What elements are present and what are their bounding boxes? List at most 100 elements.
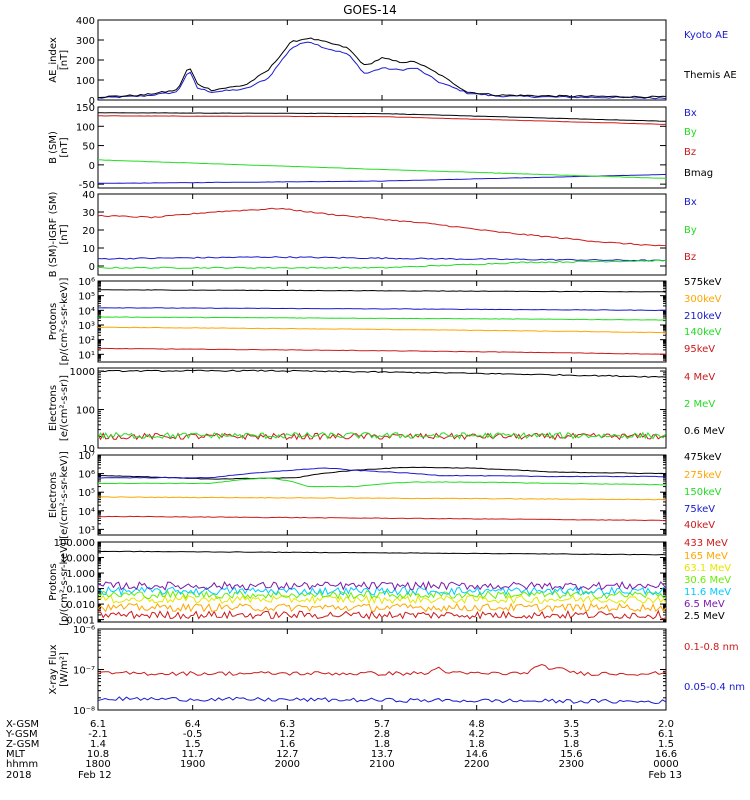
y-axis-label: AE_index	[48, 37, 59, 83]
series-line-by	[98, 259, 666, 269]
x-axis-value: 6.1	[90, 719, 106, 730]
x-axis-value: Feb 13	[648, 770, 682, 781]
legend-entry: 2 MeV	[684, 399, 715, 410]
legend-entry: 40keV	[684, 520, 715, 531]
y-tick-label: 10	[82, 244, 95, 255]
y-tick-label: 150	[76, 103, 95, 114]
panel-1: 0 100 200 300 400 AE_index [nT] Kyoto AE Themis …	[48, 16, 737, 107]
y-axis-label: [nT]	[59, 224, 70, 244]
legend-entry: Bz	[684, 252, 696, 263]
y-tick-label: 10⁴	[78, 507, 95, 518]
series-line-bz	[98, 115, 666, 125]
panel-frame	[97, 193, 667, 276]
x-axis-row-label: X-GSM	[6, 719, 39, 730]
y-tick-label: 0	[89, 161, 95, 172]
x-axis-value: 6.3	[279, 719, 295, 730]
x-axis-value: 1.5	[658, 739, 674, 750]
x-axis-value: 2300	[559, 759, 584, 770]
panel-6: 10³ 10⁴ 10⁵ 10⁶ 10⁷ Electrons [e/(cm²-s-sr-keV…	[48, 451, 722, 539]
legend-entry: 210keV	[684, 311, 722, 322]
panel-frame	[97, 280, 667, 363]
series-line-kyoto-ae	[98, 41, 666, 100]
x-axis-value: 2000	[275, 759, 300, 770]
x-axis-value: 16.6	[655, 749, 677, 760]
legend-entry: 11.6 MeV	[684, 587, 731, 598]
y-tick-label: 10⁶	[78, 470, 95, 481]
legend-entry: 165 MeV	[684, 551, 728, 562]
legend-entry: 75keV	[684, 504, 715, 515]
y-tick-label: 10⁻⁷	[73, 666, 95, 677]
legend-entry: 6.5 MeV	[684, 599, 725, 610]
y-tick-label: 300	[76, 36, 95, 47]
series-line-bx	[98, 256, 666, 262]
y-tick-label: 0.010	[66, 600, 95, 611]
y-tick-label: 100.000	[54, 538, 95, 549]
x-axis-value: 5.7	[374, 719, 390, 730]
y-tick-label: 20	[82, 226, 95, 237]
x-axis-value: 12.7	[276, 749, 298, 760]
y-tick-label: 100	[76, 76, 95, 87]
x-axis-row-label: Y-GSM	[5, 729, 38, 740]
legend-entry: Bx	[684, 108, 697, 119]
x-axis-row-label: 2018	[6, 770, 31, 781]
legend-entry: 95keV	[684, 344, 715, 355]
legend-entry: 575keV	[684, 277, 722, 288]
x-axis-row-label: hhmm	[6, 759, 38, 770]
panel-frame	[97, 628, 667, 711]
series-line-140kev	[98, 316, 666, 321]
panel-frame	[97, 454, 667, 536]
x-axis-table: X-GSM 6.1 6.4 6.3 5.7 4.8 3.5 2.0Y-GSM -2.1 -0.5 1…	[5, 719, 682, 781]
series-line-2-mev	[98, 431, 666, 440]
y-tick-label: 10⁵	[78, 292, 95, 303]
panel-2: -50 0 50 100 150 B (SM) [nT] Bx By Bz Bmag	[48, 103, 713, 191]
series-line-0-6-mev	[98, 369, 666, 378]
x-axis-value: 3.5	[563, 719, 579, 730]
x-axis-value: 5.3	[563, 729, 579, 740]
legend-entry: 475keV	[684, 452, 722, 463]
series-line-by	[98, 159, 666, 179]
series-line-0-05-0-4-nm	[98, 696, 666, 705]
y-tick-label: 10	[82, 444, 95, 455]
x-axis-value: 1.2	[279, 729, 295, 740]
series-line-bz	[98, 207, 666, 247]
legend-entry: 30.6 MeV	[684, 575, 731, 586]
y-tick-label: 10⁵	[78, 488, 95, 499]
legend-entry: 4 MeV	[684, 372, 715, 383]
y-tick-label: 10⁷	[78, 451, 95, 462]
y-tick-label: 100	[76, 406, 95, 417]
y-axis-label: [nT]	[59, 50, 70, 70]
panel-7: 0.001 0.010 0.100 1.000 10.000 100.000 Protons…	[48, 538, 731, 627]
y-tick-label: 400	[76, 16, 95, 27]
y-axis-label: [W/m²]	[59, 652, 70, 687]
x-axis-value: 1.8	[469, 739, 485, 750]
series-line-63-1-mev	[98, 594, 666, 605]
y-tick-label: 100	[76, 122, 95, 133]
series-line-6-5-mev	[98, 580, 666, 591]
x-axis-value: 1.6	[279, 739, 295, 750]
panel-8: 10⁻⁸ 10⁻⁷ 10⁻⁶ X-ray Flux [W/m²] 0.1-0.8 nm 0.…	[48, 625, 745, 717]
x-axis-value: 1800	[85, 759, 110, 770]
panel-4: 10¹ 10² 10³ 10⁴ 10⁵ 10⁶ Protons [p/(cm²-s-sr-ke…	[48, 277, 722, 365]
y-axis-label: [e/(cm²-s-sr)]	[59, 375, 70, 441]
y-tick-label: 1.000	[66, 569, 95, 580]
y-tick-label: 0	[89, 96, 95, 107]
x-axis-value: 1.5	[185, 739, 201, 750]
legend-entry: 63.1 MeV	[684, 563, 731, 574]
x-axis-value: 2.8	[374, 729, 390, 740]
x-axis-value: 1.8	[563, 739, 579, 750]
legend-entry: 300keV	[684, 294, 722, 305]
y-tick-label: 10¹	[78, 350, 95, 361]
series-line-bmag	[98, 112, 666, 122]
y-axis-label: X-ray Flux	[48, 644, 59, 694]
series-line-themis-ae	[98, 37, 666, 99]
legend-entry: 0.05-0.4 nm	[684, 682, 745, 693]
legend-entry: Kyoto AE	[684, 30, 728, 41]
x-axis-value: 4.8	[469, 719, 485, 730]
y-tick-label: 10²	[78, 336, 95, 347]
legend-entry: Bmag	[684, 168, 713, 179]
panel-frame	[97, 19, 667, 101]
x-axis-value: 6.4	[185, 719, 201, 730]
y-axis-label: Electrons	[48, 472, 59, 518]
x-axis-value: 1.4	[90, 739, 106, 750]
y-tick-label: 30	[82, 208, 95, 219]
